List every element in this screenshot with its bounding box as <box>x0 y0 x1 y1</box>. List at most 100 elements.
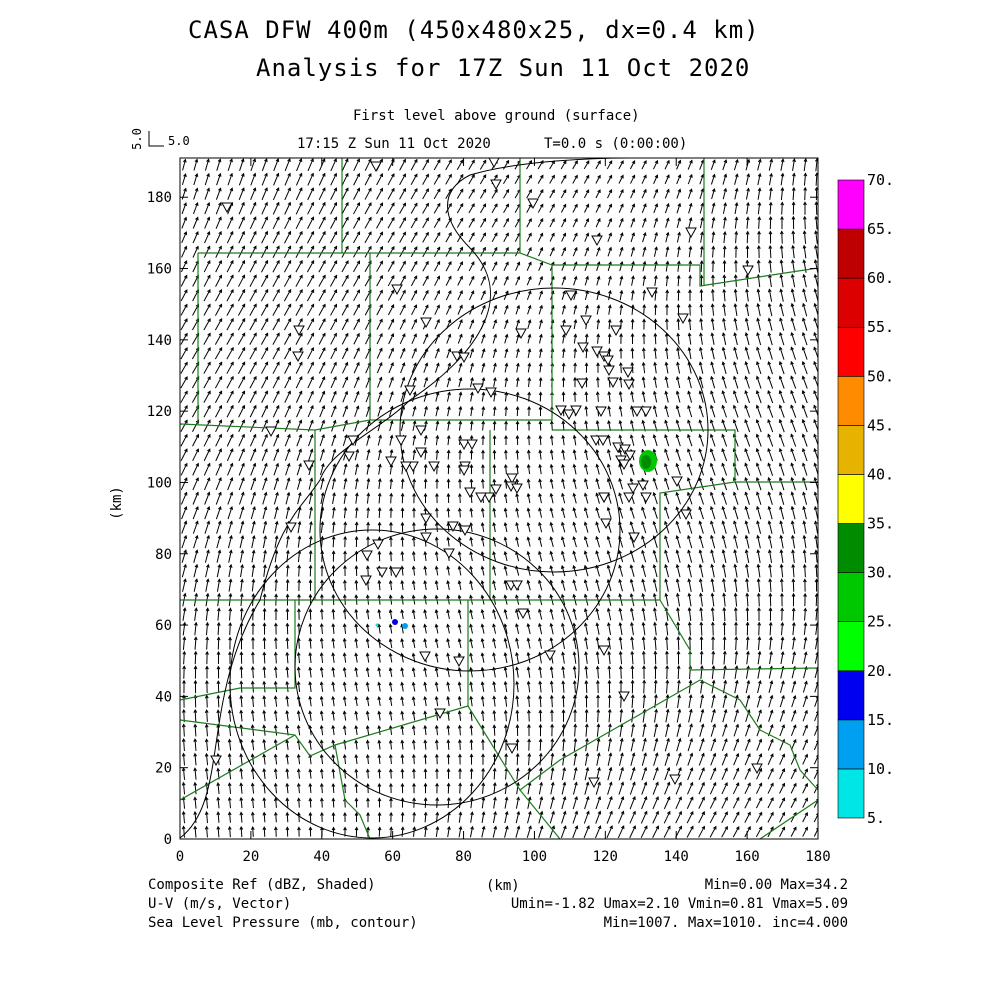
wind-vector <box>515 826 520 838</box>
wind-vector <box>330 289 337 302</box>
wind-vector <box>630 175 635 184</box>
wind-vector-head <box>207 448 211 453</box>
wind-vector-head <box>701 752 705 757</box>
wind-vector <box>665 593 669 607</box>
wind-vector-head <box>389 420 394 425</box>
wind-vector-head <box>585 752 590 757</box>
wind-vector-head <box>458 420 463 425</box>
wind-vector <box>619 579 623 592</box>
wind-vector <box>698 767 705 781</box>
wind-vector <box>436 798 438 808</box>
wind-vector <box>318 246 326 258</box>
wind-vector <box>642 637 646 650</box>
wind-vector-head <box>388 739 393 744</box>
wind-vector <box>480 290 486 301</box>
wind-vector-head <box>515 695 520 700</box>
wind-vector <box>274 710 278 722</box>
wind-vector <box>226 376 234 389</box>
wind-vector <box>549 247 555 257</box>
wind-vector <box>401 711 404 721</box>
wind-vector <box>227 492 233 505</box>
wind-vector <box>205 797 209 809</box>
wind-vector-head <box>677 245 681 250</box>
wind-vector-head <box>630 390 634 395</box>
wind-vector-head <box>619 232 624 237</box>
wind-vector <box>354 406 359 417</box>
wind-vector-head <box>538 420 543 425</box>
wind-vector <box>272 289 280 302</box>
wind-vector-head <box>181 737 186 742</box>
wind-vector-head <box>195 462 199 467</box>
wind-vector-head <box>641 347 646 352</box>
wind-vector <box>261 158 268 172</box>
wind-vector-head <box>494 174 498 179</box>
wind-vector-head <box>618 477 622 482</box>
wind-vector <box>297 667 301 678</box>
wind-vector-head <box>676 346 680 352</box>
wind-vector-head <box>723 694 728 699</box>
wind-vector <box>503 233 509 242</box>
wind-vector-head <box>664 535 668 540</box>
wind-vector <box>664 564 670 578</box>
wind-vector <box>538 320 543 329</box>
wind-vector-head <box>319 622 324 627</box>
wind-vector-head <box>262 753 267 758</box>
wind-vector <box>470 421 473 431</box>
wind-vector-head <box>721 462 725 467</box>
wind-vector <box>561 493 566 504</box>
wind-vector-head <box>597 766 601 771</box>
wind-vector-head <box>377 782 382 787</box>
wind-vector <box>722 695 727 708</box>
wind-vector-head <box>757 665 762 670</box>
wind-vector-head <box>561 391 566 396</box>
wind-vector-head <box>629 463 634 468</box>
wind-vector-head <box>296 680 301 685</box>
wind-vector <box>652 826 659 838</box>
wind-vector-head <box>228 563 233 568</box>
wind-vector <box>779 434 785 447</box>
wind-vector <box>272 216 280 230</box>
wind-vector-head <box>310 318 315 322</box>
wind-vector <box>527 782 531 795</box>
wind-vector-head <box>250 796 255 801</box>
wind-vector-head <box>608 189 613 193</box>
wind-vector-head <box>379 303 383 308</box>
wind-vector-head <box>584 449 588 454</box>
wind-vector-head <box>723 173 728 178</box>
wind-vector <box>447 740 450 750</box>
wind-vector <box>366 435 370 446</box>
wind-vector-head <box>230 274 234 279</box>
wind-vector <box>433 247 441 257</box>
wind-vector <box>320 507 324 519</box>
wind-vector <box>205 768 209 780</box>
wind-vector <box>573 753 577 766</box>
wind-vector-head <box>595 622 600 627</box>
wind-vector <box>527 681 531 693</box>
wind-vector-head <box>778 389 783 394</box>
wind-vector <box>641 753 647 766</box>
wind-vector <box>192 202 199 215</box>
wind-vector-head <box>276 216 280 221</box>
wind-vector <box>308 434 313 447</box>
wind-vector <box>699 434 704 447</box>
wind-vector-head <box>299 230 303 235</box>
wind-vector-head <box>584 679 589 684</box>
wind-vector <box>689 622 691 636</box>
wind-vector-head <box>744 491 749 496</box>
wind-vector <box>321 609 323 620</box>
wind-vector <box>665 362 669 374</box>
wind-vector-head <box>205 636 210 641</box>
wind-vector-head <box>721 375 726 380</box>
wind-vector <box>607 536 612 548</box>
wind-vector <box>711 362 715 374</box>
wind-vector <box>434 319 440 330</box>
wind-vector-head <box>561 507 565 512</box>
wind-vector-head <box>584 651 588 656</box>
wind-vector-head <box>402 246 406 250</box>
wind-vector <box>549 204 555 213</box>
wind-vector <box>630 261 635 272</box>
wind-vector-head <box>287 375 291 380</box>
wind-vector <box>516 753 519 766</box>
wind-vector-head <box>595 550 599 555</box>
wind-vector-head <box>435 478 439 483</box>
